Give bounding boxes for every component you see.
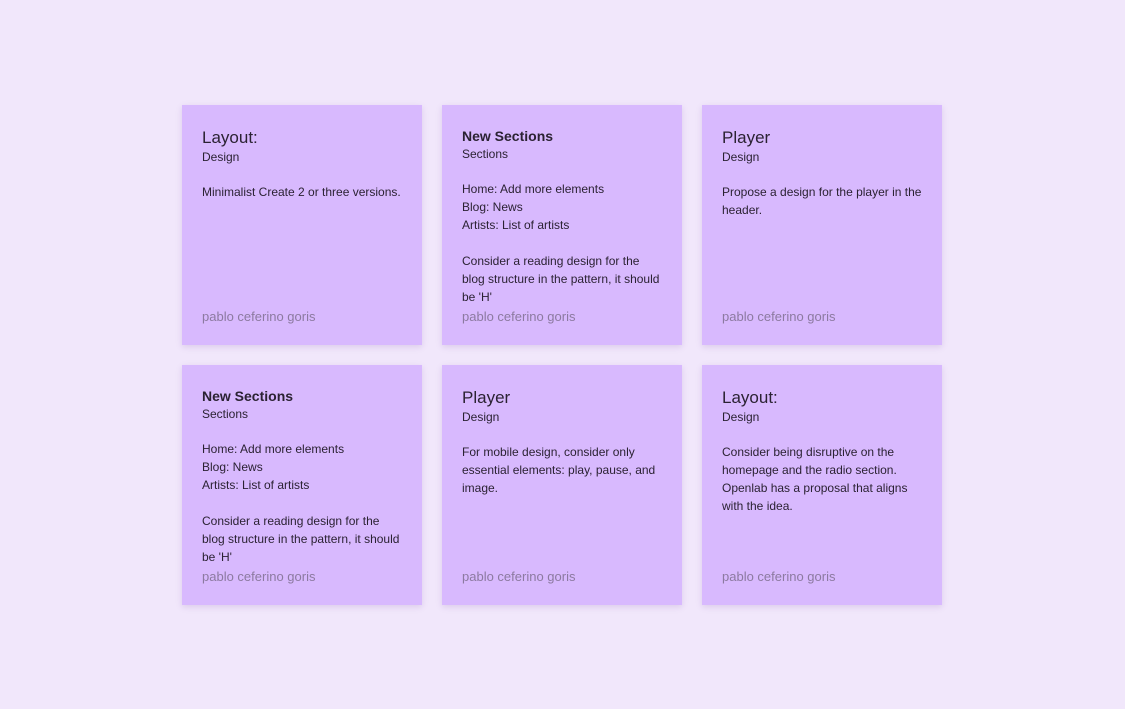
note-title: Layout: bbox=[202, 128, 258, 147]
note-card[interactable]: Player Design For mobile design, consider … bbox=[442, 365, 682, 605]
note-title: Layout: bbox=[722, 388, 778, 407]
note-title: Player bbox=[722, 128, 771, 147]
note-author: pablo ceferino goris bbox=[722, 309, 836, 324]
notes-grid: Layout: Design Minimalist Create 2 or thre… bbox=[182, 105, 942, 605]
note-body: Consider being disruptive on the homepag… bbox=[722, 445, 908, 513]
note-title: New Sections bbox=[462, 128, 554, 144]
note-author: pablo ceferino goris bbox=[462, 309, 576, 324]
note-body: Home: Add more elements Blog: News Artis… bbox=[462, 182, 660, 304]
note-author: pablo ceferino goris bbox=[202, 309, 316, 324]
note-author: pablo ceferino goris bbox=[462, 569, 576, 584]
note-category: Design bbox=[722, 410, 760, 424]
note-category: Design bbox=[722, 150, 760, 164]
note-title: Player bbox=[462, 388, 511, 407]
note-category: Sections bbox=[202, 407, 249, 421]
note-card[interactable]: New Sections Sections Home: Add more eleme… bbox=[442, 105, 682, 345]
note-category: Sections bbox=[462, 147, 509, 161]
note-title: New Sections bbox=[202, 388, 294, 404]
note-card[interactable]: Player Design Propose a design for the pla… bbox=[702, 105, 942, 345]
note-author: pablo ceferino goris bbox=[722, 569, 836, 584]
note-category: Design bbox=[462, 410, 500, 424]
note-card[interactable]: New Sections Sections Home: Add more eleme… bbox=[182, 365, 422, 605]
note-body: Propose a design for the player in the h… bbox=[722, 185, 922, 217]
note-body: Minimalist Create 2 or three versions. bbox=[202, 185, 401, 199]
note-card[interactable]: Layout: Design Minimalist Create 2 or thre… bbox=[182, 105, 422, 345]
note-author: pablo ceferino goris bbox=[202, 569, 316, 584]
note-body: For mobile design, consider only essenti… bbox=[462, 445, 656, 495]
note-card[interactable]: Layout: Design Consider being disruptive o… bbox=[702, 365, 942, 605]
note-body: Home: Add more elements Blog: News Artis… bbox=[202, 442, 400, 564]
note-category: Design bbox=[202, 150, 240, 164]
